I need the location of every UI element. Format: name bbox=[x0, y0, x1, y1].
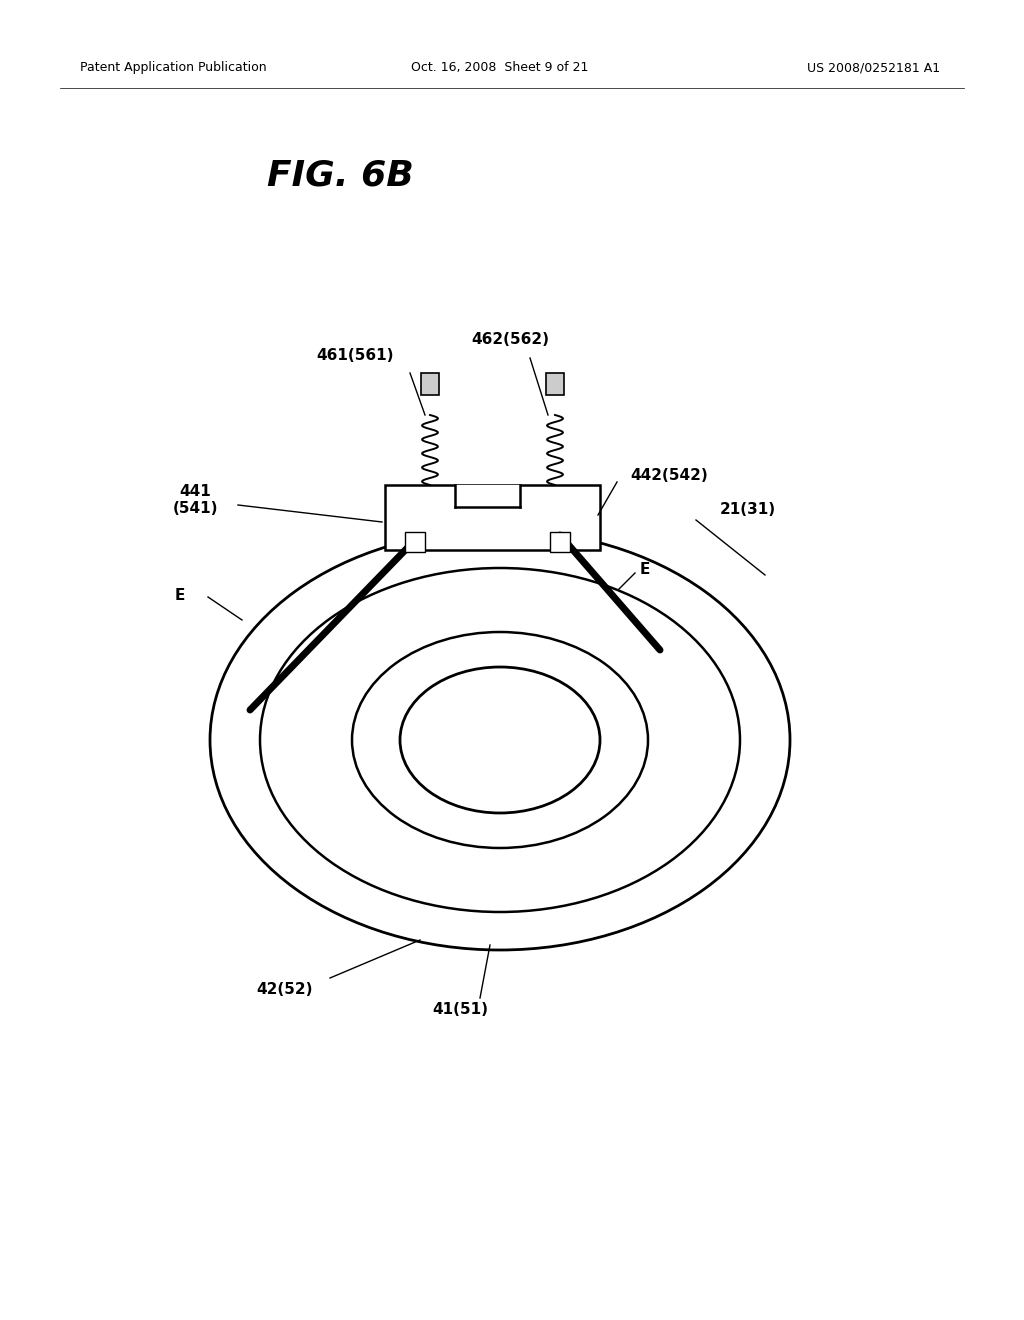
Bar bbox=[546, 374, 564, 395]
Text: 41(51): 41(51) bbox=[432, 1002, 488, 1018]
Text: Oct. 16, 2008  Sheet 9 of 21: Oct. 16, 2008 Sheet 9 of 21 bbox=[412, 62, 589, 74]
Bar bbox=[455, 484, 520, 507]
Bar bbox=[550, 532, 570, 552]
Text: US 2008/0252181 A1: US 2008/0252181 A1 bbox=[807, 62, 940, 74]
Bar bbox=[421, 374, 439, 395]
Bar bbox=[385, 484, 600, 550]
Text: 21(31): 21(31) bbox=[720, 503, 776, 517]
Text: 461(561): 461(561) bbox=[316, 347, 394, 363]
Text: Patent Application Publication: Patent Application Publication bbox=[80, 62, 266, 74]
Text: FIG. 6B: FIG. 6B bbox=[266, 158, 414, 191]
Text: 441
(541): 441 (541) bbox=[172, 484, 218, 516]
Text: 42(52): 42(52) bbox=[257, 982, 313, 998]
Text: E: E bbox=[640, 562, 650, 578]
Bar bbox=[406, 532, 425, 552]
Text: 442(542): 442(542) bbox=[630, 467, 708, 483]
Text: 462(562): 462(562) bbox=[471, 333, 549, 347]
Text: E: E bbox=[175, 587, 185, 602]
